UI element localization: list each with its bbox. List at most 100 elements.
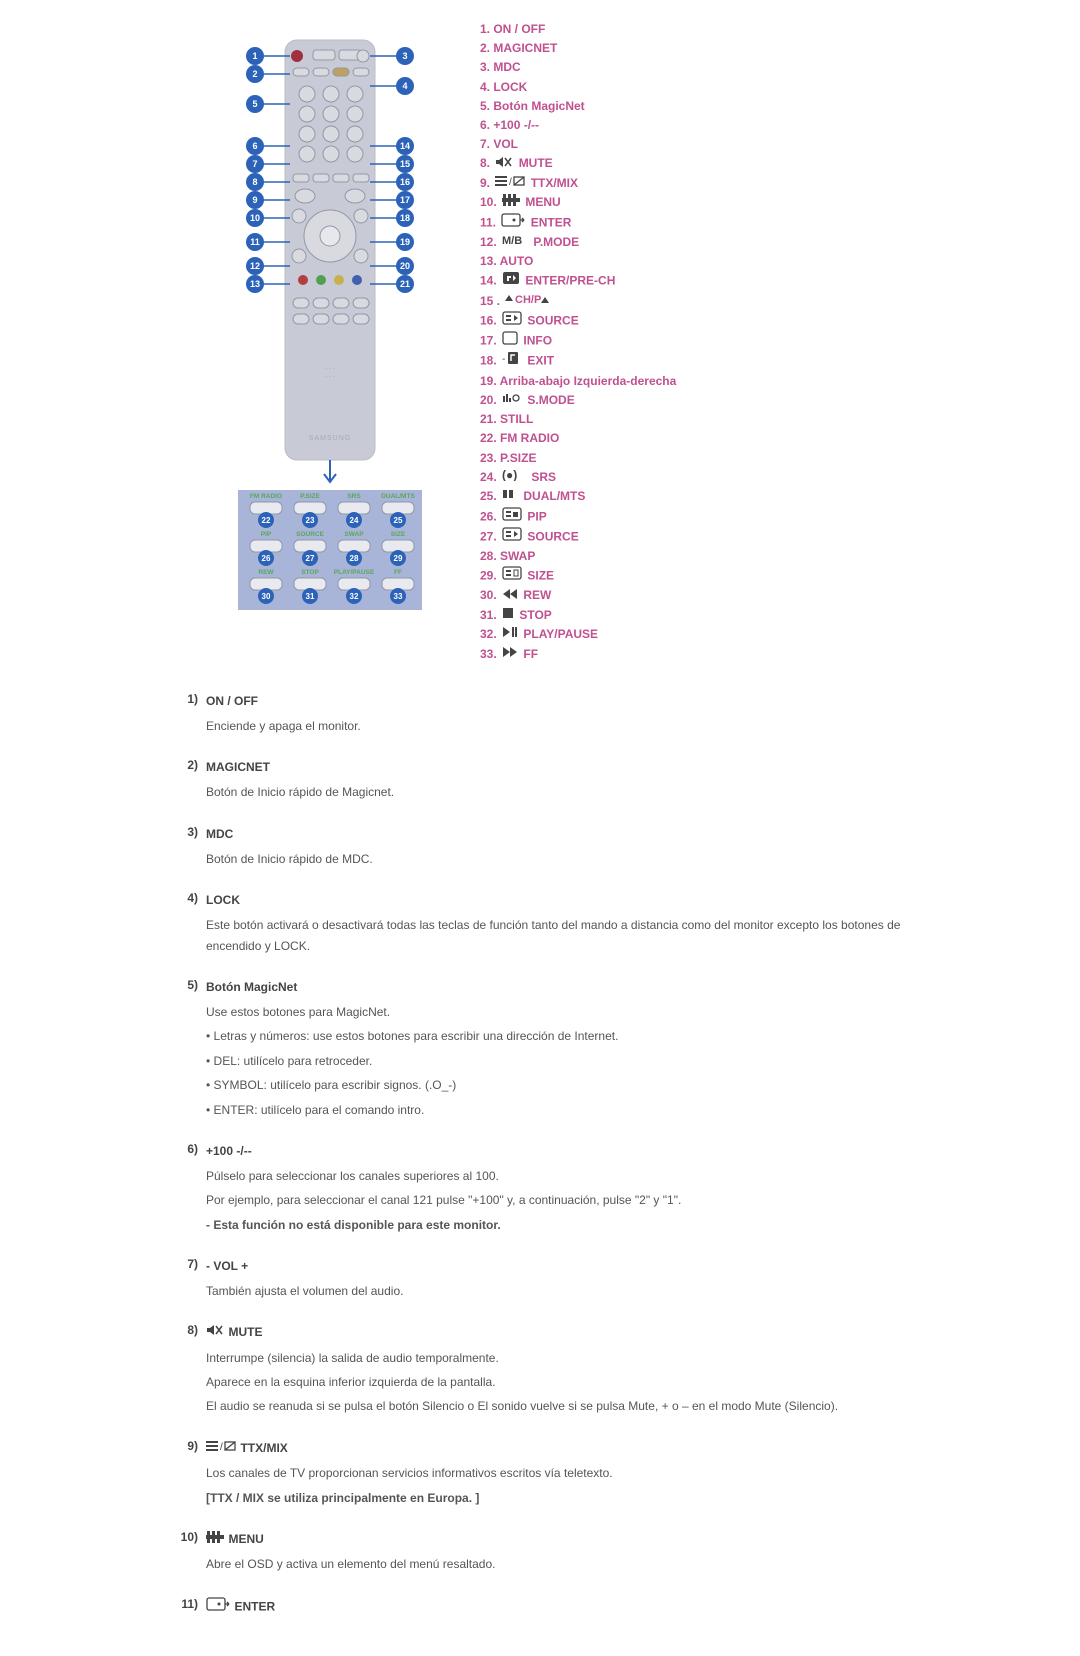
detail-title: Botón MagicNet [206,980,297,994]
legend-item: 6. +100 -/-- [480,116,930,135]
svg-text:SOURCE: SOURCE [296,531,324,538]
svg-text:15: 15 [400,159,410,169]
detail-description: Interrumpe (silencia) la salida de audio… [206,1348,910,1417]
detail-row: 3)MDCBotón de Inicio rápido de MDC. [170,825,910,873]
legend-item: 3. MDC [480,58,930,77]
svg-text:DUAL/MTS: DUAL/MTS [381,493,415,500]
svg-text:· · ·: · · · [325,374,334,380]
ttx-icon: / [495,174,525,193]
legend-list: 1. ON / OFF2. MAGICNET3. MDC4. LOCK5. Bo… [430,20,930,664]
detail-title: LOCK [206,893,240,907]
legend-item: 10. MENU [480,193,930,212]
svg-text:/: / [509,177,512,187]
legend-item: 14. ENTER/PRE-CH [480,271,930,291]
detail-description: Los canales de TV proporcionan servicios… [206,1463,910,1508]
detail-title: MDC [206,827,233,841]
detail-title: MAGICNET [206,760,270,774]
svg-text:17: 17 [400,195,410,205]
detail-number: 7) [170,1257,206,1305]
legend-item: 13. AUTO [480,252,930,271]
svg-text:P.SIZE: P.SIZE [300,493,320,500]
menu-icon [206,1530,224,1548]
legend-item: 25. DUAL/MTS [480,487,930,506]
detail-number: 3) [170,825,206,873]
svg-text:21: 21 [400,279,410,289]
detail-number: 10) [170,1530,206,1579]
enter-icon [501,213,525,233]
source-icon [502,527,522,547]
svg-text:FF: FF [394,569,402,576]
enter-icon [206,1597,230,1616]
detail-number: 8) [170,1323,206,1420]
svg-text:16: 16 [400,177,410,187]
svg-text:8: 8 [252,177,257,187]
svg-text:4: 4 [402,81,407,91]
detail-row: 8) MUTE Interrumpe (silencia) la salida d… [170,1323,910,1420]
svg-text:SWAP: SWAP [344,531,364,538]
legend-item: 1. ON / OFF [480,20,930,39]
size-icon [502,566,522,586]
detail-description: Enciende y apaga el monitor. [206,716,910,736]
svg-text:22: 22 [262,516,271,525]
detail-description: Púlselo para seleccionar los canales sup… [206,1166,910,1235]
legend-item: 11. ENTER [480,213,930,233]
detail-row: 7)- VOL +También ajusta el volumen del a… [170,1257,910,1305]
svg-text:9: 9 [252,195,257,205]
source-icon [502,311,522,331]
detail-section: 1)ON / OFFEnciende y apaga el monitor.2)… [0,664,1080,1616]
legend-item: 7. VOL [480,135,930,154]
top-section: · · ·· · ·SAMSUNGFM RADIO22P.SIZE23SRS24… [0,20,1080,664]
legend-item: 5. Botón MagicNet [480,97,930,116]
detail-title: MENU [228,1532,263,1546]
legend-item: 29. SIZE [480,566,930,586]
remote-diagram: · · ·· · ·SAMSUNGFM RADIO22P.SIZE23SRS24… [230,20,430,620]
svg-text:(●): (●) [502,469,517,481]
legend-item: 17. INFO [480,331,930,351]
legend-item: 12. M/B P.MODE [480,233,930,252]
detail-number: 6) [170,1142,206,1239]
detail-description: Use estos botones para MagicNet.• Letras… [206,1002,910,1120]
legend-item: 22. FM RADIO [480,429,930,448]
svg-text:SAMSUNG: SAMSUNG [309,435,351,442]
svg-text:· · ·: · · · [325,366,334,372]
info-icon [502,331,518,351]
svg-text:/: / [220,1442,223,1452]
svg-text:28: 28 [350,554,359,563]
page: · · ·· · ·SAMSUNGFM RADIO22P.SIZE23SRS24… [0,0,1080,1656]
legend-item: 30. REW [480,586,930,605]
ttx-icon: / [206,1439,236,1457]
legend-item: 16. SOURCE [480,311,930,331]
svg-text:31: 31 [306,592,315,601]
detail-number: 4) [170,891,206,960]
prech-icon [502,271,520,291]
smode-icon [502,391,522,410]
detail-title: - VOL + [206,1259,248,1273]
mute-icon [206,1323,224,1341]
legend-item: 24. (●) SRS [480,468,930,487]
svg-text:REW: REW [258,569,274,576]
detail-row: 1)ON / OFFEnciende y apaga el monitor. [170,692,910,740]
svg-text:24: 24 [350,516,359,525]
svg-text:PIP: PIP [261,531,272,538]
svg-text:5: 5 [252,99,257,109]
svg-text:14: 14 [400,141,410,151]
play-icon [502,625,518,644]
svg-text:26: 26 [262,554,271,563]
detail-description: Abre el OSD y activa un elemento del men… [206,1554,910,1574]
svg-text:29: 29 [394,554,403,563]
detail-description: Este botón activará o desactivará todas … [206,915,910,956]
legend-item: 9. / TTX/MIX [480,174,930,193]
srs-icon: (●) [502,468,526,487]
exit-icon: - [502,351,522,371]
ff-icon [502,645,518,664]
svg-text:25: 25 [394,516,403,525]
svg-text:SRS: SRS [347,493,361,500]
detail-row: 11) ENTER [170,1597,910,1616]
svg-text:SIZE: SIZE [391,531,406,538]
legend-item: 20. S.MODE [480,391,930,410]
detail-title: MUTE [228,1326,262,1340]
svg-text:33: 33 [394,592,403,601]
legend-item: 2. MAGICNET [480,39,930,58]
detail-number: 9) [170,1439,206,1512]
svg-text:20: 20 [400,261,410,271]
